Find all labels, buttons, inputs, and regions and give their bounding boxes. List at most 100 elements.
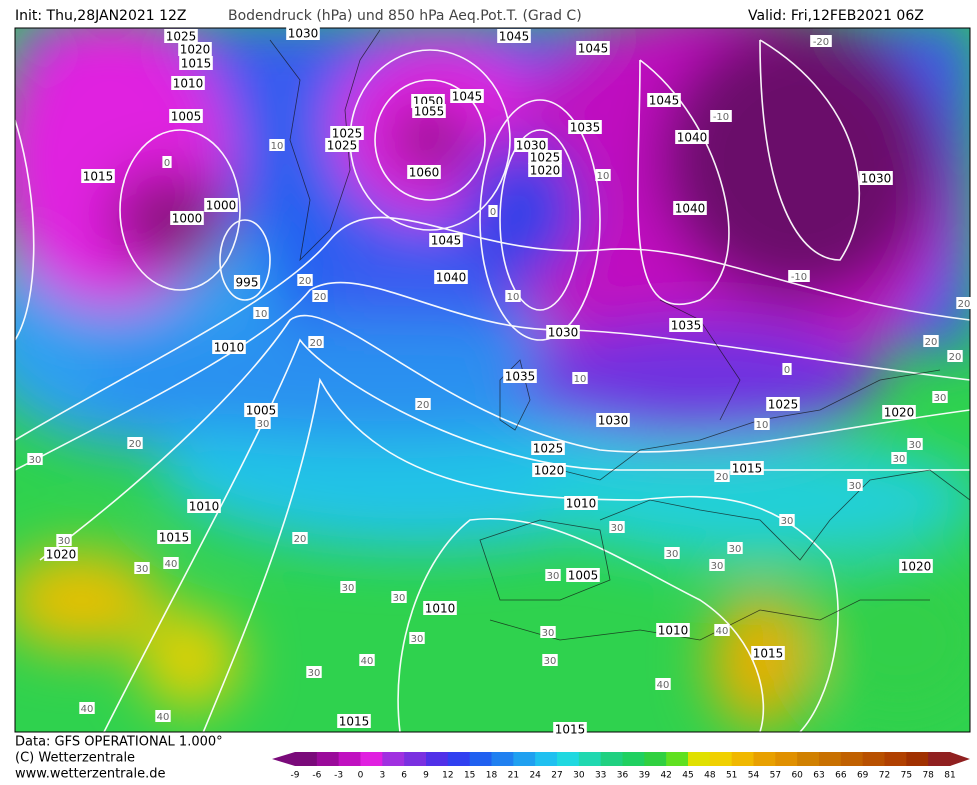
- isobar-label: 1020: [884, 406, 915, 420]
- isobar-label-box: [212, 340, 246, 354]
- isobar-label: 1030: [516, 139, 547, 153]
- temperature-label-box: [609, 521, 625, 533]
- colorbar-swatch: [469, 752, 492, 766]
- temperature-label: 0: [164, 158, 170, 169]
- temperature-label: 30: [781, 516, 794, 527]
- isobar-label: 1020: [180, 43, 211, 57]
- temperature-label-box: [155, 710, 171, 722]
- colorbar-tick-label: 72: [879, 771, 890, 781]
- colorbar-tick-label: 33: [595, 771, 606, 781]
- isobar-label: 1035: [570, 121, 601, 135]
- colorbar-swatch: [338, 752, 361, 766]
- temperature-label: 30: [257, 419, 270, 430]
- colorbar-tick-label: 57: [770, 771, 781, 781]
- isobar-label: 1055: [414, 105, 445, 119]
- isobar-label-box: [337, 714, 371, 728]
- isobar-label: 1025: [768, 398, 799, 412]
- temperature-label: 30: [934, 393, 947, 404]
- isobar-label: 1025: [530, 151, 561, 165]
- temperature-label: 30: [729, 544, 742, 555]
- temperature-label-box: [754, 418, 770, 430]
- temperature-label-box: [655, 678, 671, 690]
- temperature-label-box: [163, 557, 179, 569]
- isobar-label: 1015: [159, 531, 190, 545]
- colorbar-tick-label: 15: [464, 771, 475, 781]
- colorbar-tick-label: 36: [617, 771, 629, 781]
- temperature-label: 30: [544, 656, 557, 667]
- isobar-label-box: [882, 405, 916, 419]
- colorbar-tick-label: 42: [660, 771, 671, 781]
- isobar-label: 1005: [171, 110, 202, 124]
- isobar-label: 1030: [548, 326, 579, 340]
- colorbar-tick-label: 45: [682, 771, 693, 781]
- temperature-label: 10: [507, 292, 520, 303]
- temperature-label: -10: [713, 112, 729, 123]
- colorbar-tick-label: 66: [835, 771, 847, 781]
- temperature-label: 40: [165, 559, 178, 570]
- temperature-label-box: [253, 307, 269, 319]
- colorbar-tick-label: 51: [726, 771, 737, 781]
- isobar-label-box: [178, 42, 212, 56]
- isobar-label-box: [576, 41, 610, 55]
- isobar-label: 1010: [658, 624, 689, 638]
- colorbar-swatch: [491, 752, 514, 766]
- temperature-label-box: [415, 398, 431, 410]
- colorbar-tick-label: 54: [748, 771, 760, 781]
- temperature-label: 20: [417, 400, 430, 411]
- temperature-label-box: [340, 581, 356, 593]
- isobar-label-box: [412, 104, 446, 118]
- isobar-label-box: [528, 163, 562, 177]
- valid-time: Valid: Fri,12FEB2021 06Z: [748, 8, 924, 24]
- isobar-label-box: [233, 275, 261, 289]
- isobar-label-box: [656, 623, 690, 637]
- colorbar-swatch: [884, 752, 907, 766]
- isobar-label-box: [859, 171, 893, 185]
- temperature-label-box: [956, 297, 972, 309]
- isobar-label-box: [532, 463, 566, 477]
- isobar-label-box: [497, 29, 531, 43]
- colorbar-tick-label: 9: [423, 771, 429, 781]
- colorbar-swatch: [775, 752, 798, 766]
- colorbar-swatch: [819, 752, 842, 766]
- temperature-label-box: [306, 666, 322, 678]
- isobar-label: 1015: [555, 723, 586, 737]
- colorbar-tick-label: 12: [442, 771, 453, 781]
- colorbar-swatch: [709, 752, 733, 766]
- isobar-label: 1025: [533, 442, 564, 456]
- isobar-label-box: [286, 26, 320, 40]
- init-time: Init: Thu,28JAN2021 12Z: [15, 8, 187, 24]
- isobar-label: 1025: [327, 139, 358, 153]
- colorbar-swatch: [513, 752, 536, 766]
- isobars: [15, 39, 970, 732]
- isobar-label-box: [450, 89, 484, 103]
- temperature-label: -20: [813, 37, 829, 48]
- temperature-label: 30: [393, 593, 406, 604]
- temperature-label-box: [488, 205, 498, 217]
- coastlines: [269, 29, 970, 641]
- isobar-label-box: [531, 441, 565, 455]
- temperature-label-box: [255, 417, 271, 429]
- isobar-label: 1015: [181, 57, 212, 71]
- isobar-label-box: [170, 211, 204, 225]
- colorbar-tick-label: 60: [791, 771, 803, 781]
- colorbar-tick-label: -9: [291, 771, 300, 781]
- colorbar-tick-label: 27: [551, 771, 562, 781]
- temperature-label: 10: [756, 420, 769, 431]
- temperature-label: 30: [136, 564, 149, 575]
- temperature-label-box: [847, 479, 863, 491]
- temperature-label: 20: [310, 338, 323, 349]
- colorbar-tick-label: 24: [529, 771, 541, 781]
- colorbar-swatch: [840, 752, 864, 766]
- isobar-label: 1040: [675, 202, 706, 216]
- isobar-label-box: [730, 461, 764, 475]
- colorbar-swatch: [578, 752, 602, 766]
- colorbar-swatch: [862, 752, 885, 766]
- colorbar-swatch: [360, 752, 383, 766]
- colorbar-swatch: [753, 752, 776, 766]
- temperature-label-box: [891, 452, 907, 464]
- isobar-label-box: [187, 499, 221, 513]
- isobar-label: 1020: [530, 164, 561, 178]
- temperature-label-box: [312, 290, 328, 302]
- colorbar-tick-label: 81: [944, 771, 955, 781]
- temperature-label: 30: [308, 668, 321, 679]
